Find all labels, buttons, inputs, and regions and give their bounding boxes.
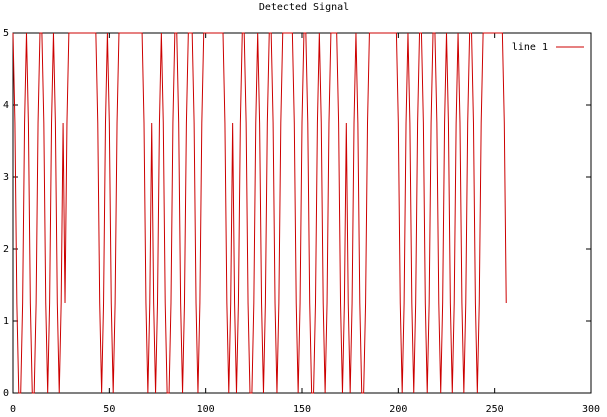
y-tick-label: 5: [3, 28, 9, 39]
x-tick-label: 250: [486, 404, 504, 415]
x-tick-label: 50: [103, 404, 115, 415]
data-line: [12, 32, 507, 394]
x-tick-label: 200: [389, 404, 407, 415]
x-tick-label: 0: [10, 404, 16, 415]
y-tick-label: 2: [3, 244, 9, 255]
legend-label: line 1: [512, 42, 548, 53]
x-tick-label: 100: [197, 404, 215, 415]
chart-title: Detected Signal: [259, 2, 349, 13]
y-tick-label: 3: [3, 172, 9, 183]
x-tick-label: 300: [582, 404, 600, 415]
x-tick-label: 150: [293, 404, 311, 415]
y-tick-label: 1: [3, 316, 9, 327]
y-tick-label: 4: [3, 100, 9, 111]
y-tick-label: 0: [3, 388, 9, 399]
